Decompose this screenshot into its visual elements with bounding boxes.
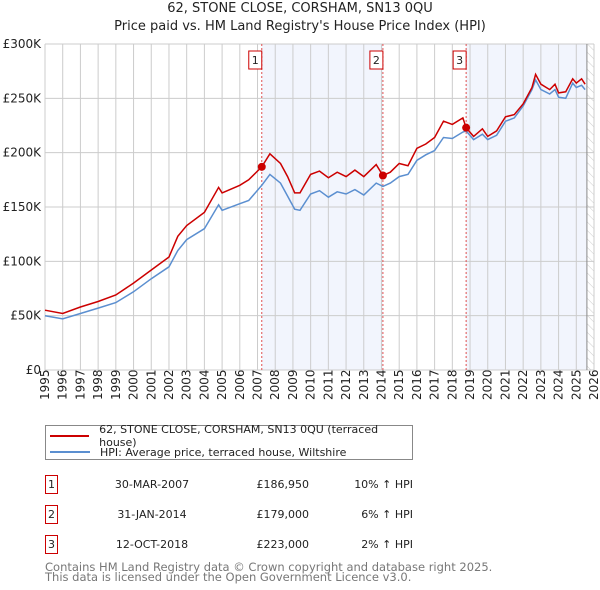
table-row: 2 31-JAN-2014 £179,000 6% ↑ HPI [45,505,465,525]
x-tick-label: 2017 [428,369,442,400]
sale-label-box [452,50,467,70]
legend: 62, STONE CLOSE, CORSHAM, SN13 0QU (terr… [45,423,413,460]
sale-point [378,171,387,180]
x-tick-label: 2006 [233,369,247,400]
property-price-line [44,72,586,315]
x-tick-label: 2022 [516,369,530,400]
x-tick-label: 1998 [91,369,105,400]
sale-price: £223,000 [256,538,310,551]
sale-marker-badge: 2 [45,505,58,524]
sale-label: 3 [456,54,463,67]
legend-item-property: 62, STONE CLOSE, CORSHAM, SN13 0QU (terr… [50,423,412,449]
x-tick-label: 2021 [498,369,512,400]
x-tick-label: 1996 [56,369,70,400]
sale-marker-badge: 3 [45,535,58,554]
x-tick-label: 2002 [162,369,176,400]
legend-item-hpi: HPI: Average price, terraced house, Wilt… [50,445,346,459]
y-tick-label: £300K [3,37,43,51]
legend-blue-line [50,451,90,453]
x-tick-label: 2011 [321,369,335,400]
x-tick-label: 2013 [357,369,371,400]
x-tick-label: 2001 [144,369,158,400]
sale-date: 12-OCT-2018 [115,538,189,551]
x-tick-label: 2008 [268,369,282,400]
x-tick-label: 2023 [534,369,548,400]
sale-point [257,162,266,171]
footer-copyright: Contains HM Land Registry data © Crown c… [45,560,493,574]
x-tick-label: 2014 [374,369,388,400]
x-tick-label: 2005 [215,369,229,400]
x-tick-label: 2026 [587,369,600,400]
x-tick-label: 2003 [180,369,194,400]
sale-label: 1 [252,54,259,67]
x-tick-label: 1997 [73,369,87,400]
x-tick-label: 1999 [109,369,123,400]
price-chart: 1995 1996 1997 1998 1999 2000 2001 2002 2003 2004… [3,37,600,400]
sale-hpi-diff: 2% ↑ HPI [361,538,413,551]
x-tick-label: 2015 [392,369,406,400]
x-tick-label: 2020 [481,369,495,400]
x-tick-label: 2010 [304,369,318,400]
x-tick-label: 2004 [197,369,211,400]
y-tick-label: £0 [26,363,41,377]
x-tick-label: 2018 [445,369,459,400]
sale-marker-badge: 1 [45,475,58,494]
x-tick-label: 2024 [552,369,566,400]
sale-date: 30-MAR-2007 [114,478,190,491]
sale-label-box [248,50,263,70]
y-tick-label: £150K [3,200,43,214]
x-tick-label: 2012 [339,369,353,400]
sale-hpi-diff: 10% ↑ HPI [354,478,413,491]
y-tick-label: £200K [3,146,43,160]
legend-label-hpi: HPI: Average price, terraced house, Wilt… [100,445,347,459]
sale-point [462,123,471,132]
legend-label-property: 62, STONE CLOSE, CORSHAM, SN13 0QU (terr… [99,423,379,449]
footer-licence: This data is licensed under the Open Gov… [45,570,412,584]
table-row: 1 30-MAR-2007 £186,950 10% ↑ HPI [45,475,465,495]
sale-price: £186,950 [256,478,310,491]
x-tick-label: 1995 [38,369,52,400]
x-tick-label: 2009 [286,369,300,400]
sale-price: £179,000 [256,508,310,521]
x-tick-label: 2019 [463,369,477,400]
x-tick-label: 2016 [410,369,424,400]
sale-label-box [369,50,384,70]
chart-subtitle: Price paid vs. HM Land Registry's House … [114,19,486,34]
x-tick-label: 2007 [251,369,265,400]
sale-hpi-diff: 6% ↑ HPI [361,508,413,521]
x-tick-label: 2000 [127,369,141,400]
sale-date: 31-JAN-2014 [117,508,187,521]
y-tick-label: £50K [10,309,42,323]
y-tick-label: £100K [3,254,43,268]
table-row: 3 12-OCT-2018 £223,000 2% ↑ HPI [45,535,465,555]
y-tick-label: £250K [3,91,43,105]
x-tick-label: 2025 [569,369,583,400]
hpi-line [44,78,586,320]
sale-label: 2 [373,54,380,67]
chart-title: 62, STONE CLOSE, CORSHAM, SN13 0QU [167,1,433,16]
legend-red-line [50,435,90,437]
